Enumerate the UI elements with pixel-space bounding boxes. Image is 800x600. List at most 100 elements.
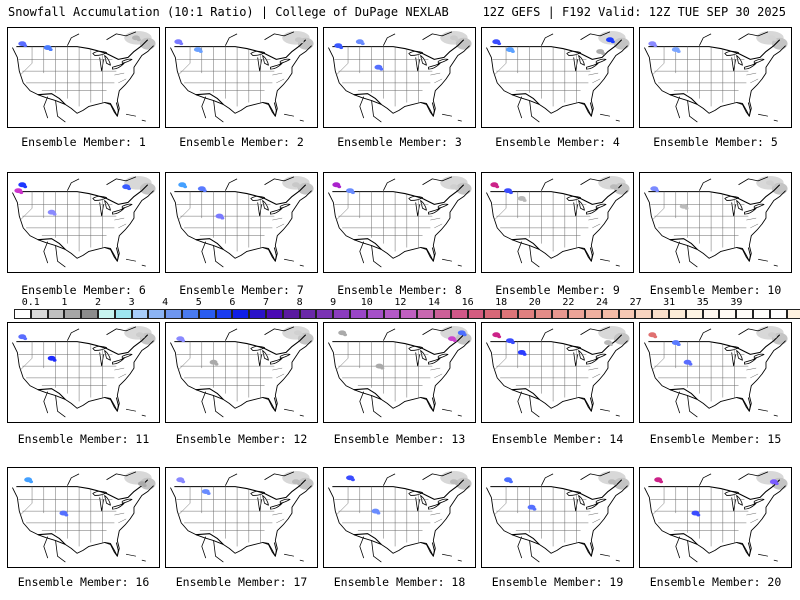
colorbar-swatch — [14, 309, 31, 319]
snow-patch — [47, 209, 57, 216]
snow-patch — [490, 182, 500, 189]
colorbar-swatch — [450, 309, 468, 319]
colorbar-swatch — [601, 309, 619, 319]
snow-patch — [215, 213, 225, 220]
snow-patch — [371, 508, 381, 515]
colorbar-swatch — [30, 309, 48, 319]
colorbar-swatch — [534, 309, 552, 319]
ensemble-member-label: Ensemble Member: 12 — [175, 432, 308, 446]
colorbar-tick-label: 27 — [629, 297, 642, 308]
ensemble-member-label: Ensemble Member: 7 — [179, 283, 304, 297]
snow-patch — [334, 43, 344, 50]
ensemble-member-label: Ensemble Member: 15 — [649, 432, 782, 446]
map-title: Snowfall Accumulation (10:1 Ratio) | Col… — [8, 5, 449, 19]
snow-patch — [517, 196, 527, 202]
snow-patch — [765, 180, 775, 187]
snow-patch — [607, 479, 617, 486]
colorbar-swatch — [97, 309, 115, 319]
valid-time: 12Z GEFS | F192 Valid: 12Z TUE SEP 30 20… — [482, 5, 786, 19]
colorbar-swatch — [786, 309, 800, 319]
snow-patch — [506, 47, 515, 53]
snow-patch — [294, 37, 304, 44]
ensemble-map-17 — [165, 467, 318, 568]
colorbar-tick-label: 10 — [360, 297, 373, 308]
snow-patch — [648, 332, 658, 339]
colorbar-tick-label: 20 — [528, 297, 541, 308]
colorbar-swatch — [165, 309, 182, 319]
snow-patch — [506, 338, 515, 345]
colorbar-swatch — [517, 309, 535, 319]
colorbar-swatch — [484, 309, 502, 319]
colorbar-swatch — [753, 309, 770, 319]
ensemble-member-label: Ensemble Member: 16 — [17, 575, 150, 589]
snow-patch — [291, 479, 301, 486]
colorbar-tick-label: 14 — [427, 297, 441, 308]
colorbar-tick-label: 18 — [495, 297, 508, 308]
ensemble-member-label: Ensemble Member: 1 — [21, 135, 146, 149]
colorbar-tick-label: 31 — [663, 297, 676, 308]
snow-patch — [174, 39, 184, 46]
ensemble-map-18 — [323, 467, 476, 568]
ensemble-map-14 — [481, 322, 634, 423]
colorbar-swatch — [585, 309, 602, 319]
ensemble-map-4 — [481, 27, 634, 128]
colorbar-tick-label: 12 — [394, 297, 407, 308]
colorbar-tick-label: 4 — [162, 297, 169, 308]
colorbar-swatch — [47, 309, 65, 319]
snow-patch — [47, 355, 57, 362]
snow-patch — [596, 49, 606, 55]
ensemble-member-label: Ensemble Member: 10 — [649, 283, 782, 297]
ensemble-map-9 — [481, 172, 634, 273]
colorbar-swatch — [635, 309, 653, 319]
snow-patch — [176, 336, 186, 343]
snow-patch — [671, 47, 681, 53]
colorbar-swatch — [618, 309, 636, 319]
ensemble-map-10 — [639, 172, 792, 273]
snow-patch — [671, 340, 681, 347]
snow-patch — [176, 477, 186, 484]
colorbar-swatch — [568, 309, 586, 319]
snow-patch — [683, 359, 693, 366]
snow-patch — [355, 39, 365, 46]
snow-patch — [14, 188, 24, 195]
colorbar-swatch — [736, 309, 754, 319]
snow-patch — [527, 504, 537, 511]
colorbar-swatch — [467, 309, 485, 319]
colorbar-swatch — [551, 309, 569, 319]
snow-patch — [517, 349, 527, 356]
colorbar-tick-label: 7 — [262, 297, 270, 308]
snow-patch — [338, 330, 348, 337]
ensemble-member-label: Ensemble Member: 2 — [179, 135, 304, 149]
ensemble-member-label: Ensemble Member: 4 — [495, 135, 620, 149]
ensemble-member-label: Ensemble Member: 3 — [337, 135, 462, 149]
colorbar-swatch — [501, 309, 518, 319]
ensemble-member-label: Ensemble Member: 17 — [175, 575, 308, 589]
colorbar-swatch — [232, 309, 250, 319]
snow-patch — [293, 330, 303, 337]
snowfall-colorbar — [14, 309, 800, 319]
ensemble-member-label: Ensemble Member: 8 — [337, 283, 462, 297]
colorbar-labels: 0.1 1 2 3 4 5 6 7 8 9 10 12 14 16 18 20 22 24 27 31 35 39 — [14, 297, 800, 309]
snow-patch — [492, 39, 502, 46]
ensemble-map-12 — [165, 322, 318, 423]
ensemble-map-1 — [7, 27, 160, 128]
ensemble-map-20 — [639, 467, 792, 568]
snow-patch — [374, 64, 384, 71]
snow-patch — [332, 182, 342, 189]
snow-patch — [448, 336, 457, 343]
colorbar-swatch — [148, 309, 166, 319]
colorbar-tick-label: 1 — [61, 297, 68, 308]
snow-patch — [654, 477, 664, 484]
snow-patch — [59, 510, 69, 517]
colorbar-swatch — [249, 309, 266, 319]
snow-patch — [24, 477, 34, 484]
snow-patch — [201, 489, 211, 495]
snow-patch — [346, 188, 355, 195]
colorbar-tick-label: 6 — [229, 297, 236, 308]
colorbar-swatch — [316, 309, 334, 319]
ensemble-map-5 — [639, 27, 792, 128]
ensemble-map-15 — [639, 322, 792, 423]
colorbar-tick-label: 35 — [696, 297, 709, 308]
ensemble-member-label: Ensemble Member: 19 — [491, 575, 624, 589]
snow-patch — [18, 182, 28, 189]
